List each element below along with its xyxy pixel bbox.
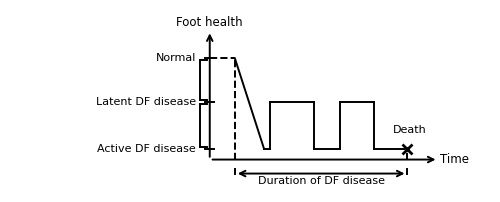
Text: Active DF disease: Active DF disease xyxy=(97,144,196,154)
Text: Death: Death xyxy=(392,125,426,135)
Text: Duration of DF disease: Duration of DF disease xyxy=(258,176,384,186)
Text: Foot health: Foot health xyxy=(176,16,243,29)
Text: Time: Time xyxy=(440,153,470,166)
Text: Normal: Normal xyxy=(156,54,196,63)
Text: Latent DF disease: Latent DF disease xyxy=(96,97,196,107)
